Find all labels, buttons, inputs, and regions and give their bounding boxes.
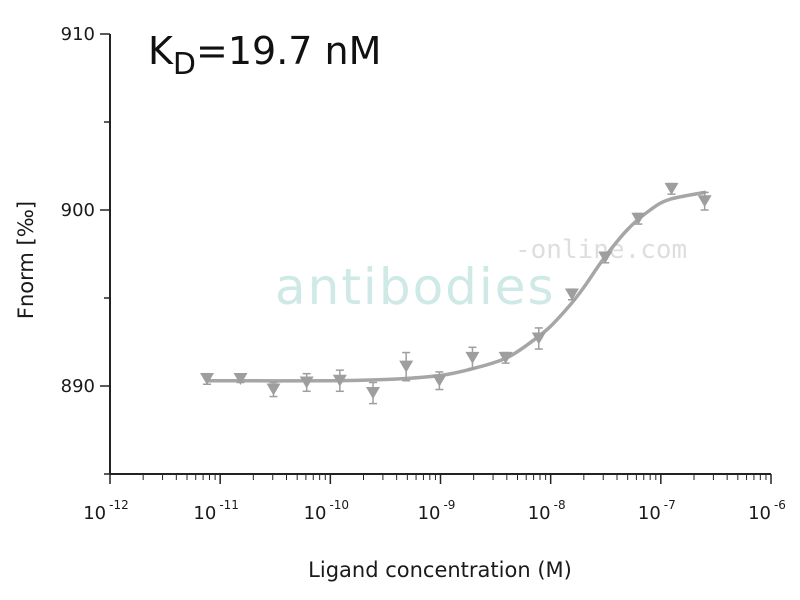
triangle-marker xyxy=(432,374,447,387)
triangle-marker xyxy=(233,372,248,385)
y-ticks: 890 900 910 xyxy=(61,24,110,475)
data-point xyxy=(631,212,646,225)
triangle-marker xyxy=(531,332,546,345)
y-tick-label: 900 xyxy=(61,200,95,221)
watermark: -online.com antibodies xyxy=(275,235,687,316)
y-tick-label: 910 xyxy=(61,24,95,45)
data-point xyxy=(465,346,480,370)
x-tick-label: 10 -9 xyxy=(418,498,456,524)
x-tick-label: 10 -11 xyxy=(193,498,239,524)
x-tick-base: 10 xyxy=(304,503,327,524)
data-point xyxy=(498,351,513,364)
x-tick-exponent: -6 xyxy=(774,498,786,512)
x-tick-base: 10 xyxy=(748,503,771,524)
x-tick-label: 10 -8 xyxy=(528,498,566,524)
data-point xyxy=(432,371,447,391)
data-point xyxy=(332,369,347,393)
watermark-main: antibodies xyxy=(275,258,556,316)
data-point xyxy=(664,182,679,195)
x-axis-title: Ligand concentration (M) xyxy=(308,558,572,582)
x-tick-label: 10 -10 xyxy=(304,498,350,524)
data-point xyxy=(366,381,381,405)
triangle-marker xyxy=(332,374,347,387)
triangle-marker xyxy=(266,383,281,396)
data-point xyxy=(299,372,314,393)
x-tick-exponent: -10 xyxy=(329,498,349,512)
triangle-marker xyxy=(697,195,712,208)
triangle-marker xyxy=(598,251,613,264)
kd-value: =19.7 nM xyxy=(196,29,381,73)
x-tick-exponent: -8 xyxy=(554,498,566,512)
data-point xyxy=(266,381,281,398)
data-point xyxy=(598,251,613,264)
triangle-marker xyxy=(299,376,314,389)
x-tick-base: 10 xyxy=(528,503,551,524)
x-tick-base: 10 xyxy=(193,503,216,524)
kd-subscript: D xyxy=(173,47,196,82)
data-point xyxy=(531,327,546,350)
x-tick-label: 10 -12 xyxy=(83,498,129,524)
data-point xyxy=(697,191,712,211)
data-point xyxy=(564,288,579,301)
x-tick-base: 10 xyxy=(638,503,661,524)
triangle-marker xyxy=(366,387,381,400)
x-tick-base: 10 xyxy=(418,503,441,524)
triangle-marker xyxy=(200,372,215,385)
triangle-marker xyxy=(399,360,414,373)
x-tick-exponent: -11 xyxy=(219,498,239,512)
triangle-marker xyxy=(664,182,679,195)
points-layer xyxy=(200,182,712,405)
triangle-marker xyxy=(498,351,513,364)
triangle-marker xyxy=(465,351,480,364)
x-tick-label: 10 -6 xyxy=(748,498,786,524)
x-ticks: 10 -12 10 -11 10 -10 10 -9 10 -8 10 -7 10 -6 xyxy=(83,474,786,524)
data-point xyxy=(399,351,414,382)
y-axis-title: Fnorm [‰] xyxy=(14,201,38,319)
kd-k: K xyxy=(148,29,174,73)
y-tick-label: 890 xyxy=(61,376,95,397)
x-tick-base: 10 xyxy=(83,503,106,524)
data-point xyxy=(200,372,215,385)
x-tick-exponent: -12 xyxy=(109,498,129,512)
data-point xyxy=(233,372,248,385)
kd-annotation: KD=19.7 nM xyxy=(148,29,381,82)
triangle-marker xyxy=(631,212,646,225)
x-tick-exponent: -7 xyxy=(664,498,676,512)
x-tick-label: 10 -7 xyxy=(638,498,676,524)
x-tick-exponent: -9 xyxy=(443,498,455,512)
triangle-marker xyxy=(564,288,579,301)
